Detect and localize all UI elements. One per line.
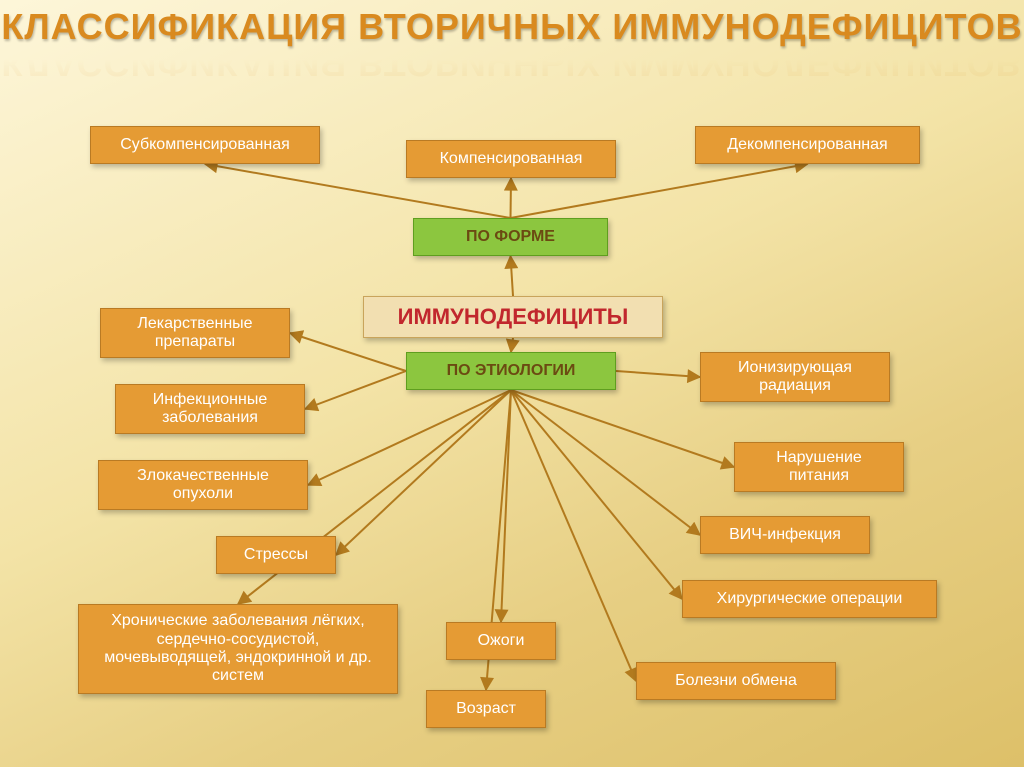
edge-by_etio-surg — [511, 390, 682, 599]
node-ionrad: Ионизирующая радиация — [700, 352, 890, 402]
diagram-stage: КЛАССИФИКАЦИЯ ВТОРИЧНЫХ ИММУНОДЕФИЦИТОВК… — [0, 0, 1024, 767]
node-hiv: ВИЧ-инфекция — [700, 516, 870, 554]
edge-by_etio-tumor — [308, 390, 511, 485]
node-stress: Стрессы — [216, 536, 336, 574]
node-chronic: Хронические заболевания лёгких, сердечно… — [78, 604, 398, 694]
node-tumor: Злокачественные опухоли — [98, 460, 308, 510]
edge-by_form-comp — [511, 178, 512, 218]
node-center: ИММУНОДЕФИЦИТЫ — [363, 296, 663, 338]
page-title: КЛАССИФИКАЦИЯ ВТОРИЧНЫХ ИММУНОДЕФИЦИТОВК… — [0, 8, 1024, 82]
node-subcomp: Субкомпенсированная — [90, 126, 320, 164]
node-nutri: Нарушение питания — [734, 442, 904, 492]
edge-by_etio-stress — [336, 390, 511, 555]
edge-center-by_form — [511, 256, 514, 296]
node-comp: Компенсированная — [406, 140, 616, 178]
node-drugs: Лекарственные препараты — [100, 308, 290, 358]
edge-by_etio-ionrad — [616, 371, 700, 377]
page-title-text: КЛАССИФИКАЦИЯ ВТОРИЧНЫХ ИММУНОДЕФИЦИТОВ — [0, 8, 1024, 46]
node-metab: Болезни обмена — [636, 662, 836, 700]
node-by_etio: ПО ЭТИОЛОГИИ — [406, 352, 616, 390]
edge-by_etio-hiv — [511, 390, 700, 535]
node-decomp: Декомпенсированная — [695, 126, 920, 164]
page-title-reflection: КЛАССИФИКАЦИЯ ВТОРИЧНЫХ ИММУНОДЕФИЦИТОВ — [0, 44, 1024, 82]
node-surg: Хирургические операции — [682, 580, 937, 618]
edge-by_etio-drugs — [290, 333, 406, 371]
node-age: Возраст — [426, 690, 546, 728]
node-by_form: ПО ФОРМЕ — [413, 218, 608, 256]
node-infect: Инфекционные заболевания — [115, 384, 305, 434]
edge-center-by_etio — [511, 338, 513, 352]
node-burns: Ожоги — [446, 622, 556, 660]
edge-by_etio-infect — [305, 371, 406, 409]
edge-by_etio-burns — [501, 390, 511, 622]
